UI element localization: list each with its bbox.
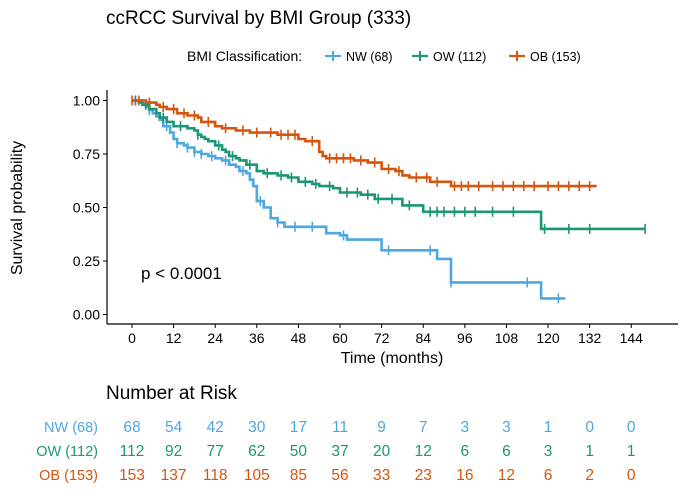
risk-table: NW (68) 68 54 42 30 17 11 9 7 3 3 1 0 0OW (112) 112 92 7… <box>36 419 636 484</box>
x-tick-label: 108 <box>495 330 519 346</box>
risk-cell: 6 <box>544 467 553 484</box>
risk-cell: 77 <box>207 443 224 460</box>
risk-cell: 0 <box>627 467 636 484</box>
risk-cell: 85 <box>290 467 307 484</box>
y-tick-label: 0.25 <box>73 253 100 269</box>
risk-cell: 11 <box>332 419 348 436</box>
risk-cell: 7 <box>419 419 428 436</box>
risk-cell: 0 <box>585 419 594 436</box>
legend: BMI Classification: NW (68) OW (112) OB (1… <box>187 48 581 64</box>
risk-cell: 33 <box>373 467 390 484</box>
y-axis-label: Survival probability <box>9 141 26 275</box>
risk-cell: 37 <box>331 443 348 460</box>
risk-cell: 62 <box>248 443 265 460</box>
x-tick-label: 0 <box>128 330 136 346</box>
risk-cell: 6 <box>461 443 470 460</box>
chart-title: ccRCC Survival by BMI Group (333) <box>106 8 411 29</box>
risk-cell: 118 <box>203 467 228 484</box>
risk-cell: 16 <box>456 467 473 484</box>
risk-cell: 12 <box>498 467 515 484</box>
x-axis-label: Time (months) <box>341 350 444 367</box>
risk-cell: 54 <box>165 419 183 436</box>
series-ow <box>132 95 646 234</box>
x-tick-label: 36 <box>249 330 265 346</box>
risk-cell: 137 <box>161 467 187 484</box>
risk-cell: 153 <box>119 467 145 484</box>
survival-curve <box>132 99 566 300</box>
risk-cell: 105 <box>244 467 270 484</box>
risk-cell: 6 <box>502 443 511 460</box>
risk-cell: 112 <box>120 443 145 460</box>
x-tick-label: 72 <box>374 330 390 346</box>
x-tick-label: 48 <box>291 330 307 346</box>
risk-cell: 9 <box>377 419 386 436</box>
x-tick-label: 60 <box>332 330 348 346</box>
x-tick-label: 84 <box>415 330 431 346</box>
x-tick-label: 120 <box>536 330 560 346</box>
risk-cell: 3 <box>461 419 470 436</box>
risk-cell: 3 <box>502 419 511 436</box>
risk-cell: 2 <box>585 467 594 484</box>
risk-cell: 12 <box>415 443 432 460</box>
legend-entry-label: NW (68) <box>346 50 393 64</box>
risk-cell: 30 <box>248 419 266 436</box>
risk-cell: 50 <box>290 443 308 460</box>
risk-cell: 3 <box>544 443 553 460</box>
legend-entry-label: OB (153) <box>530 50 581 64</box>
risk-cell: 1 <box>544 419 553 436</box>
x-tick-label: 96 <box>457 330 473 346</box>
risk-cell: 68 <box>123 419 140 436</box>
risk-cell: 1 <box>585 443 594 460</box>
legend-entry-label: OW (112) <box>433 50 486 64</box>
risk-cell: 17 <box>290 419 307 436</box>
y-tick-label: 0.75 <box>73 146 100 162</box>
risk-cell: 20 <box>373 443 391 460</box>
y-axis: 0.00 0.25 0.50 0.75 1.00 <box>73 90 108 324</box>
y-tick-label: 1.00 <box>73 93 100 109</box>
legend-title: BMI Classification: <box>187 48 302 64</box>
y-tick-label: 0.00 <box>73 307 100 323</box>
risk-cell: 23 <box>415 467 432 484</box>
x-axis: 0 12 24 36 48 60 72 84 96 108 120 132 144 <box>107 323 678 346</box>
series-ob <box>131 95 597 192</box>
risk-cell: 1 <box>627 443 636 460</box>
risk-row-label: OB (153) <box>39 468 98 484</box>
y-tick-label: 0.50 <box>73 200 100 216</box>
x-tick-label: 132 <box>578 330 602 346</box>
survival-curve <box>132 99 597 188</box>
risk-table-title: Number at Risk <box>106 383 237 404</box>
risk-row-label: OW (112) <box>36 444 98 460</box>
risk-cell: 92 <box>165 443 182 460</box>
x-tick-label: 24 <box>207 330 223 346</box>
p-value-annotation: p < 0.0001 <box>141 264 222 283</box>
risk-cell: 0 <box>627 419 636 436</box>
x-tick-label: 12 <box>166 330 182 346</box>
risk-cell: 56 <box>331 467 348 484</box>
x-tick-label: 144 <box>620 330 644 346</box>
survival-curves <box>131 95 646 304</box>
risk-cell: 42 <box>207 419 224 436</box>
risk-row-label: NW (68) <box>44 420 98 436</box>
series-nw <box>132 95 566 304</box>
survival-curve <box>132 99 646 231</box>
